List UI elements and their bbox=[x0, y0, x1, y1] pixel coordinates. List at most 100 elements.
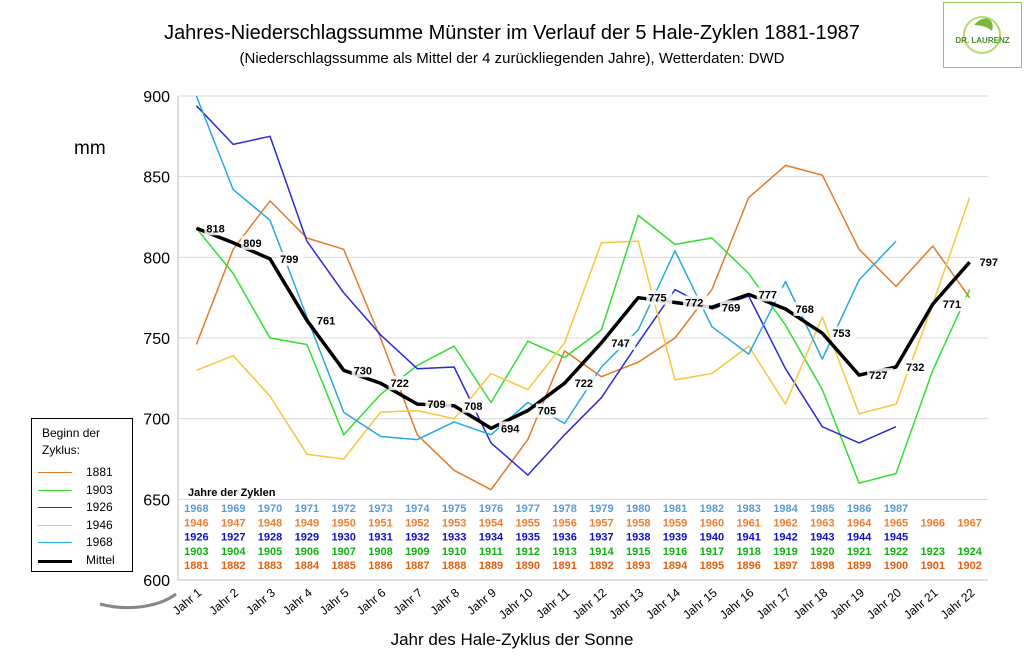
data-label-bg bbox=[646, 290, 673, 305]
year-table-cell: 1885 bbox=[331, 560, 355, 572]
year-table-cell: 1890 bbox=[516, 560, 540, 572]
year-table-cell: 1986 bbox=[847, 503, 871, 515]
x-tick-label: Jahr 18 bbox=[791, 585, 831, 622]
series-line-1968 bbox=[195, 95, 897, 441]
year-table-cell: 1882 bbox=[221, 560, 245, 572]
year-table-heading: Jahre der Zyklen bbox=[188, 487, 276, 499]
data-label-bg bbox=[756, 287, 783, 302]
year-table-cell: 1918 bbox=[736, 546, 760, 558]
y-tick-label: 800 bbox=[143, 250, 170, 267]
year-table-cell: 1911 bbox=[479, 546, 503, 558]
x-tick-label: Jahr 14 bbox=[643, 585, 683, 622]
year-table-cell: 1970 bbox=[258, 503, 282, 515]
year-table-cell: 1927 bbox=[221, 532, 245, 544]
year-table-cell: 1963 bbox=[810, 517, 834, 529]
data-label: 809 bbox=[243, 238, 261, 250]
year-table-cell: 1903 bbox=[184, 546, 208, 558]
year-table-cell: 1892 bbox=[589, 560, 613, 572]
legend-item: Mittel bbox=[38, 552, 130, 568]
year-table-cell: 1900 bbox=[884, 560, 908, 572]
year-table-cell: 1898 bbox=[810, 560, 834, 572]
data-label: 709 bbox=[427, 399, 445, 411]
data-label: 732 bbox=[906, 362, 924, 374]
year-table-cell: 1917 bbox=[700, 546, 724, 558]
data-label-bg bbox=[903, 360, 930, 375]
legend-label: 1968 bbox=[86, 535, 113, 549]
year-table-cell: 1920 bbox=[810, 546, 834, 558]
year-table-cell: 1967 bbox=[957, 517, 981, 529]
year-table-cell: 1953 bbox=[442, 517, 466, 529]
year-table-cell: 1913 bbox=[552, 546, 576, 558]
data-label-bg bbox=[425, 397, 452, 412]
year-table-cell: 1968 bbox=[184, 503, 208, 515]
year-table-cell: 1902 bbox=[957, 560, 981, 572]
year-table-cell: 1938 bbox=[626, 532, 650, 544]
x-tick-label: Jahr 16 bbox=[717, 585, 757, 622]
year-table-cell: 1934 bbox=[479, 532, 504, 544]
x-tick-label: Jahr 7 bbox=[391, 585, 426, 617]
legend-item: 1926 bbox=[38, 499, 130, 515]
year-table-cell: 1954 bbox=[479, 517, 504, 529]
year-table-cell: 1959 bbox=[663, 517, 687, 529]
legend-swatch bbox=[38, 489, 72, 491]
data-label: 775 bbox=[648, 293, 666, 305]
x-tick-label: Jahr 11 bbox=[534, 585, 573, 621]
year-table-cell: 1907 bbox=[331, 546, 355, 558]
data-label-bg bbox=[940, 297, 967, 312]
data-label: 772 bbox=[685, 298, 703, 310]
year-table-cell: 1982 bbox=[700, 503, 724, 515]
year-table-cell: 1962 bbox=[773, 517, 797, 529]
year-table-cell: 1939 bbox=[663, 532, 687, 544]
leaf-logo-icon bbox=[963, 16, 1001, 54]
data-label-bg bbox=[867, 368, 894, 383]
legend-item: 1881 bbox=[38, 464, 130, 480]
y-tick-label: 650 bbox=[143, 492, 170, 509]
series-line-mittel bbox=[195, 226, 971, 431]
data-label-bg bbox=[314, 313, 341, 328]
y-axis-unit: mm bbox=[74, 138, 106, 159]
x-tick-label: Jahr 19 bbox=[827, 585, 867, 622]
x-axis-title: Jahr des Hale-Zyklus der Sonne bbox=[390, 630, 634, 649]
year-table-cell: 1926 bbox=[184, 532, 208, 544]
year-table-cell: 1957 bbox=[589, 517, 613, 529]
x-tick-label: Jahr 5 bbox=[317, 585, 352, 617]
data-label-bg bbox=[977, 255, 1004, 270]
data-label: 747 bbox=[611, 338, 629, 350]
data-label-bg bbox=[204, 221, 231, 236]
year-table-cell: 1987 bbox=[884, 503, 908, 515]
year-table-cell: 1977 bbox=[516, 503, 540, 515]
legend-item: 1968 bbox=[38, 534, 130, 550]
year-table-cell: 1951 bbox=[368, 517, 392, 529]
chart-subtitle: (Niederschlagssumme als Mittel der 4 zur… bbox=[239, 50, 785, 67]
year-table-cell: 1935 bbox=[516, 532, 540, 544]
y-tick-label: 750 bbox=[143, 331, 170, 348]
year-table-cell: 1944 bbox=[847, 532, 872, 544]
year-table-cell: 1919 bbox=[773, 546, 797, 558]
data-label: 777 bbox=[759, 289, 777, 301]
year-table-cell: 1921 bbox=[847, 546, 871, 558]
year-table-cell: 1896 bbox=[736, 560, 760, 572]
year-table-cell: 1950 bbox=[331, 517, 355, 529]
year-table-cell: 1933 bbox=[442, 532, 466, 544]
year-table-cell: 1910 bbox=[442, 546, 466, 558]
year-table-cell: 1945 bbox=[884, 532, 908, 544]
data-label-bg bbox=[719, 300, 746, 315]
year-table-cell: 1922 bbox=[884, 546, 908, 558]
year-table-cell: 1923 bbox=[921, 546, 945, 558]
year-table-cell: 1985 bbox=[810, 503, 834, 515]
arrow-icon bbox=[99, 592, 177, 610]
year-table-cell: 1955 bbox=[516, 517, 540, 529]
year-table-cell: 1893 bbox=[626, 560, 650, 572]
year-table-cell: 1964 bbox=[847, 517, 872, 529]
year-table-cell: 1946 bbox=[184, 517, 208, 529]
x-tick-label: Jahr 3 bbox=[243, 585, 278, 617]
data-label-bg bbox=[830, 326, 857, 341]
data-label-bg bbox=[609, 335, 636, 350]
year-table-cell: 1981 bbox=[663, 503, 687, 515]
year-table-cell: 1952 bbox=[405, 517, 429, 529]
year-table-cell: 1936 bbox=[552, 532, 576, 544]
chart-legend: Beginn der Zyklus: 1881 1903 1926 1946 1968 M… bbox=[31, 418, 133, 572]
year-table-cell: 1980 bbox=[626, 503, 650, 515]
legend-label: 1903 bbox=[86, 482, 113, 497]
year-table-cell: 1937 bbox=[589, 532, 613, 544]
